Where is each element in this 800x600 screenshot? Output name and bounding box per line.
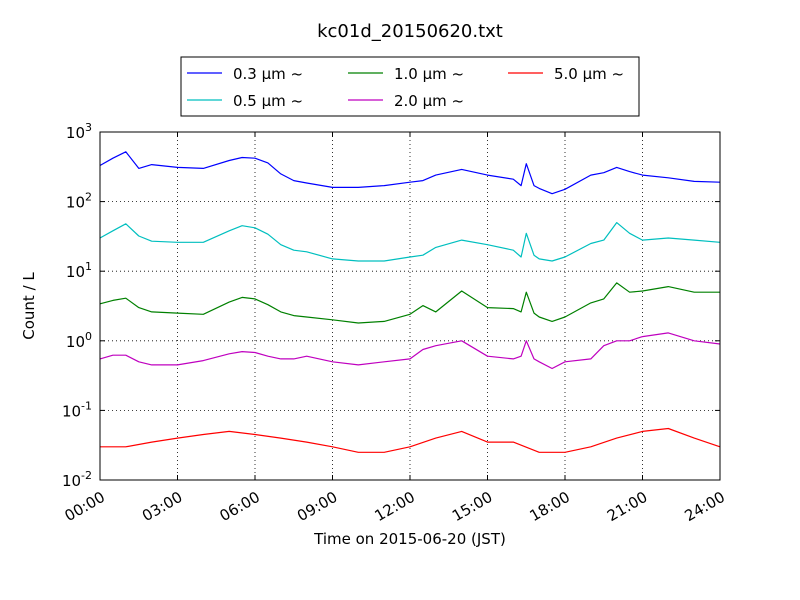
- legend-label-0: 0.3 μm ~: [233, 65, 303, 83]
- legend-label-1: 0.5 μm ~: [233, 92, 303, 110]
- y-tick-base: 10: [66, 263, 85, 281]
- x-tick-label: 24:00: [682, 488, 728, 525]
- y-axis-label: Count / L: [20, 272, 38, 340]
- y-tick-base: 10: [66, 194, 85, 212]
- series-layer: [99, 151, 721, 453]
- grid: [100, 132, 720, 480]
- legend-label-3: 2.0 μm ~: [394, 92, 464, 110]
- x-axis-label: Time on 2015-06-20 (JST): [313, 530, 506, 548]
- y-tick-label: 102: [66, 191, 92, 212]
- series-line-2: [99, 282, 720, 324]
- legend-label-4: 5.0 μm ~: [554, 65, 624, 83]
- y-tick-exponent: -1: [81, 399, 92, 412]
- series-line-3: [99, 332, 721, 370]
- x-tick-label: 03:00: [139, 488, 185, 525]
- ticks: 00:00 03:00 06:00 09:00 12:00 15:00 18:00 21:00…: [62, 121, 728, 525]
- y-tick-label: 100: [66, 330, 92, 351]
- y-tick-base: 10: [62, 472, 81, 490]
- legend-box: [180, 56, 640, 117]
- y-tick-label: 10-1: [62, 399, 92, 420]
- x-tick-label: 09:00: [294, 488, 340, 525]
- y-tick-exponent: 0: [85, 330, 92, 343]
- x-tick-label: 21:00: [604, 488, 650, 525]
- y-tick-label: 103: [66, 121, 92, 142]
- y-tick-exponent: 3: [85, 121, 92, 134]
- x-tick-label: 00:00: [62, 488, 108, 525]
- series-line-4: [100, 427, 721, 453]
- y-tick-base: 10: [62, 402, 81, 420]
- x-tick-label: 06:00: [217, 488, 263, 525]
- y-tick-label: 10-2: [62, 469, 92, 490]
- legend: 0.3 μm ~ 0.5 μm ~ 1.0 μm ~ 2.0 μm ~ 5.0 μm ~: [180, 56, 640, 117]
- y-tick-label: 101: [66, 260, 92, 281]
- y-tick-exponent: -2: [81, 469, 92, 482]
- series-line-1: [99, 222, 721, 262]
- y-tick-base: 10: [66, 124, 85, 142]
- series-line-0: [99, 151, 721, 195]
- chart-title: kc01d_20150620.txt: [317, 21, 503, 42]
- x-tick-label: 18:00: [527, 488, 573, 525]
- x-tick-label: 15:00: [449, 488, 495, 525]
- y-tick-exponent: 1: [85, 260, 92, 273]
- y-tick-exponent: 2: [85, 191, 92, 204]
- x-tick-label: 12:00: [372, 488, 418, 525]
- y-tick-base: 10: [66, 333, 85, 351]
- legend-label-2: 1.0 μm ~: [394, 65, 464, 83]
